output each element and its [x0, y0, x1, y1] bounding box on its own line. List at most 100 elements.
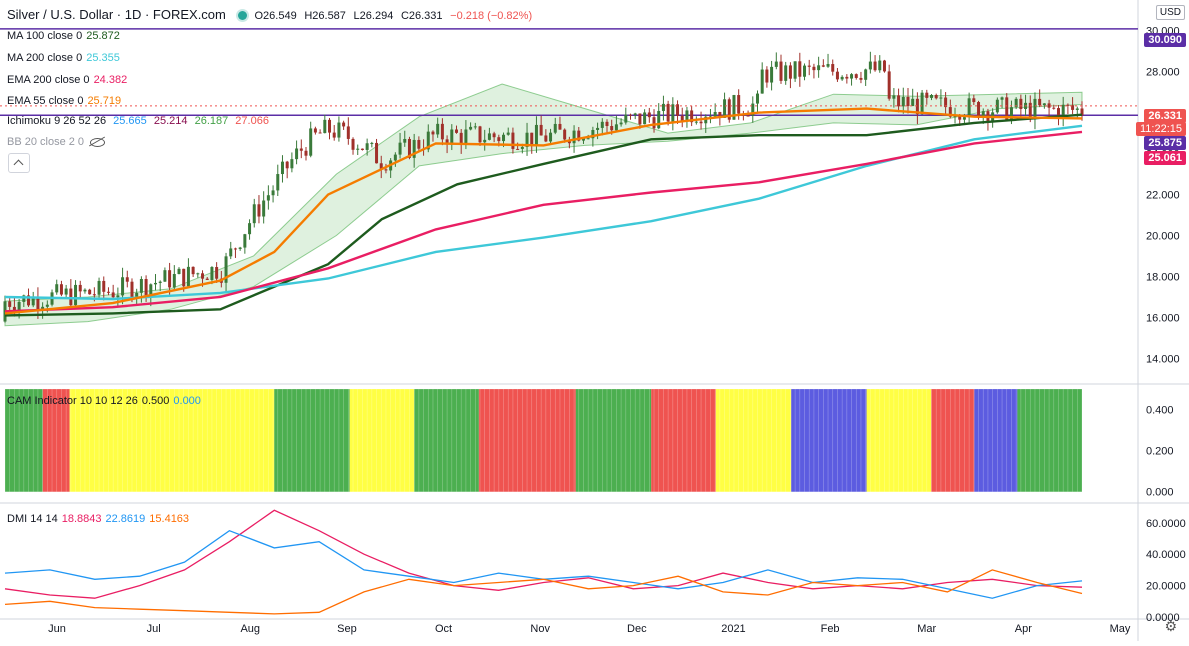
- candle-body: [737, 95, 741, 114]
- legend-bb[interactable]: BB 20 close 2 0: [7, 136, 110, 148]
- collapse-legend-button[interactable]: [8, 153, 30, 173]
- legend-cam[interactable]: CAM Indicator 10 10 12 26 0.500 0.000: [7, 395, 201, 407]
- legend-ema200[interactable]: EMA 200 close 0 24.382: [7, 74, 128, 86]
- ma-line-ema-200: [4, 130, 1083, 313]
- candle-body: [906, 96, 910, 107]
- candle-body: [581, 138, 585, 141]
- candle-body: [633, 113, 637, 116]
- candle-body: [911, 98, 915, 107]
- candle-body: [106, 291, 110, 293]
- candle-body: [135, 292, 139, 299]
- candle-body: [210, 267, 214, 280]
- cam-segment: [1017, 389, 1082, 492]
- candle-body: [196, 273, 200, 275]
- candle-body: [1080, 108, 1084, 116]
- candle-body: [873, 61, 877, 71]
- candle-body: [201, 273, 205, 279]
- candle-body: [1009, 107, 1013, 120]
- ma-line-ma-200: [4, 124, 1083, 301]
- candle-body: [939, 97, 943, 99]
- candle-body: [934, 94, 938, 99]
- candle-body: [172, 274, 176, 288]
- candle-body: [412, 139, 416, 158]
- candle-body: [591, 129, 595, 139]
- candle-body: [671, 104, 675, 122]
- candle-body: [882, 60, 886, 72]
- candle-body: [610, 126, 614, 131]
- candle-body: [539, 124, 543, 136]
- candle-body: [788, 65, 792, 79]
- candle-body: [483, 139, 487, 143]
- legend-dmi[interactable]: DMI 14 14 18.8843 22.8619 15.4163: [7, 513, 190, 525]
- candle-body: [78, 284, 82, 292]
- candle-body: [417, 139, 421, 149]
- candle-body: [760, 69, 764, 94]
- candle-body: [774, 61, 778, 67]
- candle-body: [12, 306, 16, 311]
- candle-body: [624, 114, 628, 123]
- price-tick-label: 28.000: [1146, 67, 1180, 79]
- candle-body: [704, 116, 708, 124]
- candle-body: [784, 65, 788, 81]
- candle-body: [953, 116, 957, 118]
- candle-body: [276, 174, 280, 191]
- ohlc-change: −0.218 (−0.82%): [450, 10, 533, 22]
- dmi-tick-label: 40.0000: [1146, 549, 1186, 561]
- candle-body: [3, 301, 7, 322]
- cam-segment: [974, 389, 1018, 492]
- cam-segment: [478, 389, 576, 492]
- candle-body: [1014, 98, 1018, 108]
- candle-body: [812, 66, 816, 71]
- price-tick-label: 14.000: [1146, 353, 1180, 365]
- candle-body: [403, 138, 407, 143]
- ohlc-close: C26.331: [400, 10, 443, 22]
- candle-body: [243, 234, 247, 248]
- candle-body: [1066, 104, 1070, 106]
- legend-ma100[interactable]: MA 100 close 0 25.872: [7, 30, 120, 42]
- candle-body: [88, 289, 92, 295]
- candle-body: [186, 266, 190, 287]
- hidden-eye-icon[interactable]: [88, 137, 106, 148]
- settings-gear-icon[interactable]: ⚙: [1164, 618, 1177, 634]
- candle-body: [59, 284, 63, 295]
- candle-body: [64, 288, 68, 295]
- candle-body: [887, 71, 891, 99]
- candle-body: [746, 115, 750, 117]
- candle-body: [859, 77, 863, 80]
- candle-body: [257, 204, 261, 217]
- cam-segment: [5, 389, 43, 492]
- candle-body: [981, 111, 985, 118]
- legend-ma200[interactable]: MA 200 close 0 25.355: [7, 52, 120, 64]
- candle-body: [313, 128, 317, 133]
- legend-ichimoku[interactable]: Ichimoku 9 26 52 26 25.665 25.214 26.187…: [7, 115, 269, 127]
- candle-body: [116, 295, 120, 298]
- candle-body: [130, 281, 134, 299]
- time-axis-label: Sep: [337, 623, 357, 635]
- candle-body: [139, 279, 143, 293]
- candle-body: [511, 132, 515, 149]
- candle-body: [304, 150, 308, 156]
- cam-tick-label: 0.200: [1146, 446, 1174, 458]
- cam-segment: [931, 389, 975, 492]
- candle-body: [1056, 108, 1060, 119]
- candle-body: [182, 268, 186, 287]
- candle-body: [553, 123, 557, 133]
- candle-body: [915, 98, 919, 115]
- ohlc-high: H26.587: [304, 10, 346, 22]
- candle-body: [74, 284, 78, 306]
- candle-body: [280, 161, 284, 175]
- candle-body: [1019, 98, 1023, 110]
- candle-body: [577, 130, 581, 141]
- time-axis-label: Mar: [917, 623, 936, 635]
- candle-body: [920, 92, 924, 115]
- candle-body: [647, 112, 651, 118]
- candle-body: [337, 122, 341, 138]
- currency-button[interactable]: USD: [1155, 5, 1185, 20]
- legend-ema55[interactable]: EMA 55 close 0 25.719: [7, 95, 122, 107]
- market-open-icon: [237, 11, 247, 21]
- candle-body: [572, 130, 576, 144]
- price-badge-hline-bottom: 25.875: [1144, 136, 1186, 150]
- dmi-tick-label: 60.0000: [1146, 518, 1186, 530]
- candle-body: [930, 94, 934, 98]
